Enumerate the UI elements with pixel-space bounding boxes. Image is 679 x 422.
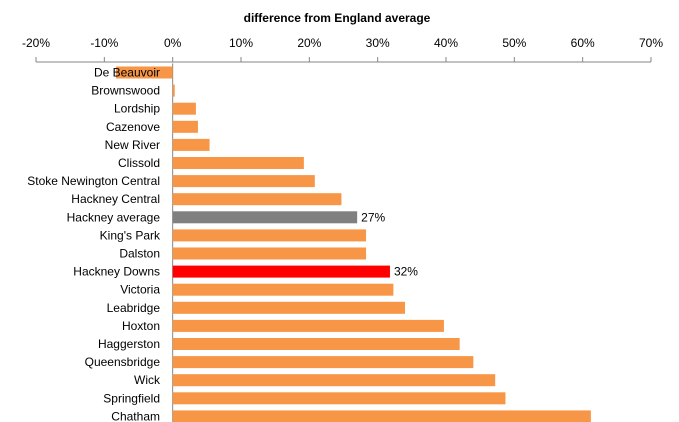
x-tick-label: 40% (434, 36, 458, 50)
category-label: Hoxton (122, 319, 160, 333)
bar (172, 211, 358, 224)
category-label: Hackney Downs (73, 265, 160, 279)
chart-title: difference from England average (244, 11, 431, 25)
category-label: Leabridge (107, 301, 161, 315)
x-tick-label: -20% (22, 36, 50, 50)
category-labels: De Beauvoir Brownswood Lordship Cazenove New… (27, 66, 161, 422)
bar (172, 247, 367, 260)
bar (172, 265, 390, 278)
category-label: Clissold (118, 156, 160, 170)
data-label: 27% (361, 210, 385, 224)
bar (172, 138, 210, 151)
bar (172, 102, 196, 115)
category-label: New River (105, 138, 160, 152)
bar (172, 229, 367, 242)
bar (172, 157, 304, 169)
category-label: Lordship (114, 102, 160, 116)
category-label: Queensbridge (85, 355, 161, 369)
category-label: Hackney Central (71, 192, 160, 206)
bar (172, 193, 342, 206)
x-tick-label: 70% (639, 36, 663, 50)
category-label: King's Park (100, 228, 161, 242)
bar (172, 338, 460, 350)
category-label: Dalston (119, 247, 160, 261)
bar (172, 374, 496, 387)
category-label: Haggerston (98, 337, 160, 351)
bar (115, 66, 173, 79)
bar (172, 301, 405, 314)
category-label: De Beauvoir (94, 66, 160, 80)
bar (172, 392, 506, 405)
data-labels: 27% 32% (361, 210, 418, 278)
category-label: Victoria (120, 283, 160, 297)
bar (172, 120, 198, 133)
x-tick-label: 20% (297, 36, 321, 50)
x-axis: -20% -10% 0% 10% 20% 30% 40% 50% 60% 70% (22, 36, 663, 422)
bar (172, 356, 474, 369)
bar (172, 84, 175, 97)
category-label: Brownswood (91, 84, 160, 98)
bar (172, 283, 394, 296)
bars (115, 66, 591, 422)
x-tick-label: 60% (571, 36, 595, 50)
x-tick-label: 0% (164, 36, 182, 50)
bar (172, 319, 444, 332)
category-label: Hackney average (67, 210, 161, 224)
category-label: Cazenove (106, 120, 160, 134)
x-tick-label: -10% (90, 36, 118, 50)
category-label: Chatham (111, 409, 160, 422)
x-tick-label: 30% (366, 36, 390, 50)
x-tick-label: 10% (229, 36, 253, 50)
category-label: Springfield (103, 391, 160, 405)
bar (172, 175, 315, 188)
x-tick-label: 50% (502, 36, 526, 50)
category-label: Wick (134, 373, 161, 387)
data-label: 32% (394, 265, 418, 279)
category-label: Stoke Newington Central (27, 174, 160, 188)
bar (172, 410, 591, 422)
